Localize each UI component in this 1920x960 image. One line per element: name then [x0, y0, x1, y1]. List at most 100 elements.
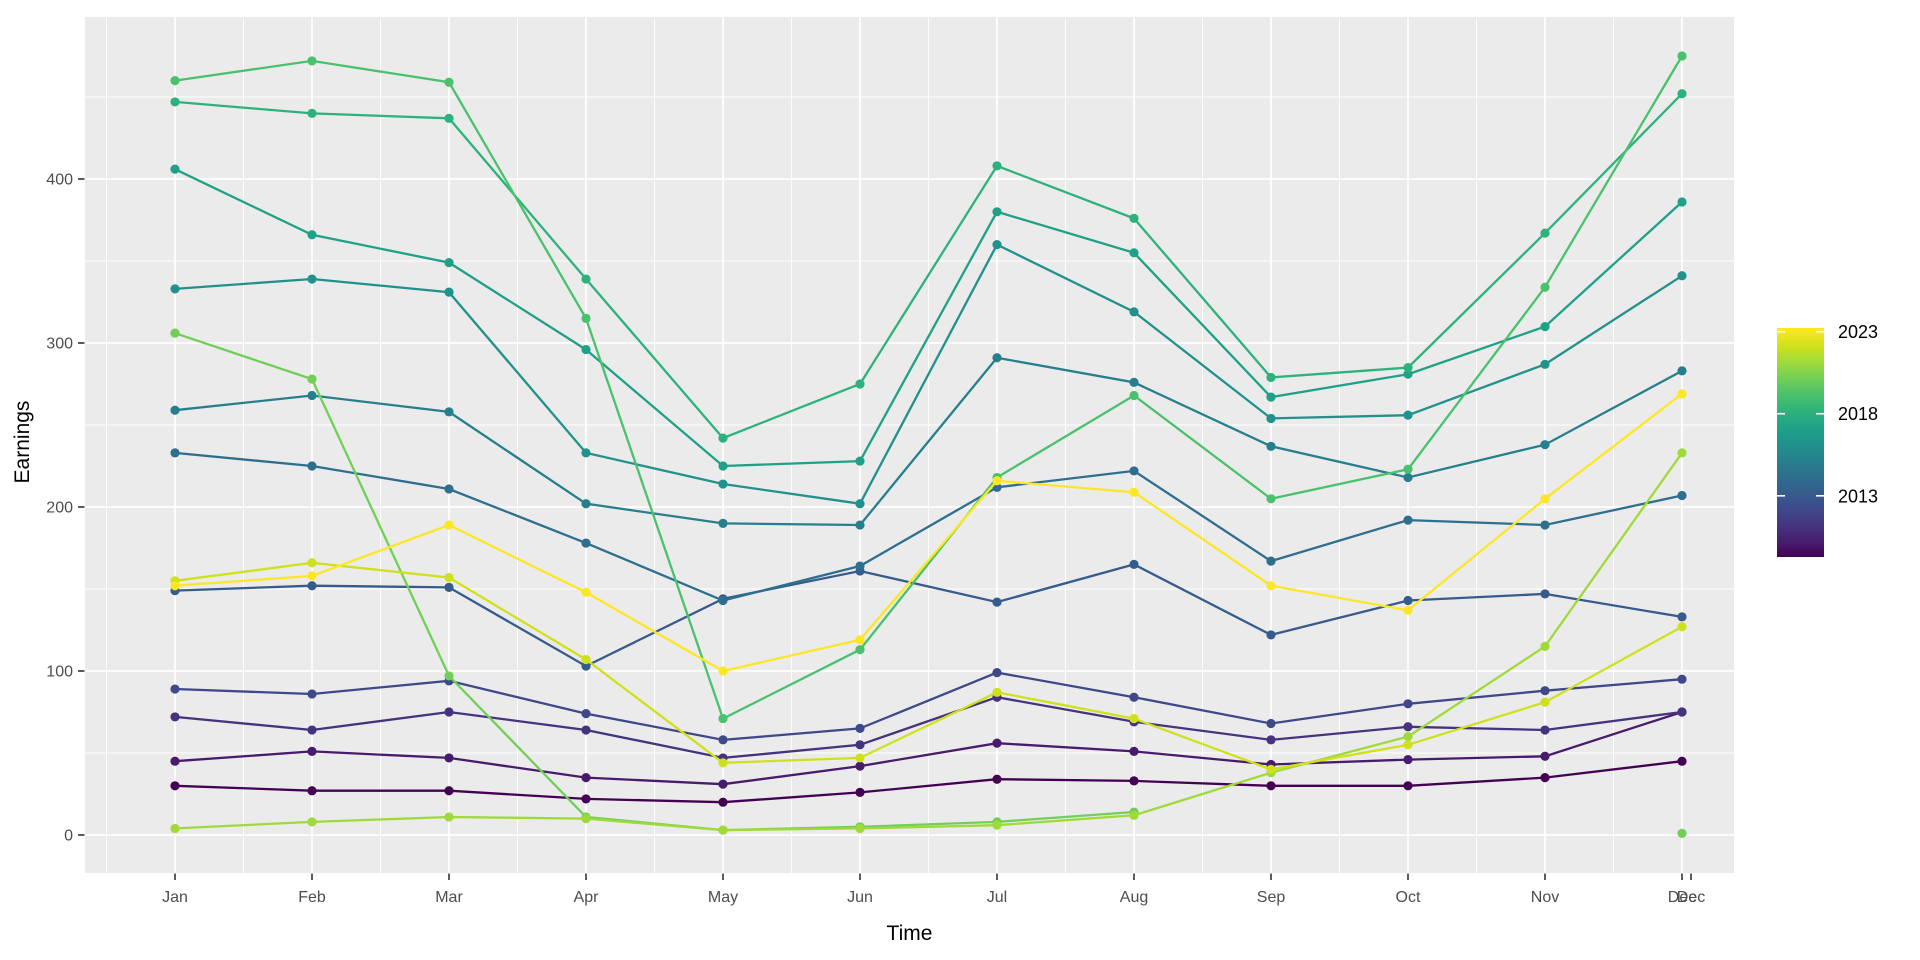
data-point-2014-Oct [1403, 515, 1413, 525]
data-point-2011-Mar [444, 707, 454, 717]
data-point-2015-Sep [1266, 441, 1276, 451]
data-point-2013-Jul [992, 597, 1002, 607]
data-point-2016-Apr [581, 448, 591, 458]
data-point-2022-Feb [307, 558, 317, 568]
data-point-2009-May [718, 797, 728, 807]
data-point-2017-Oct [1403, 369, 1413, 379]
data-point-2013-Apr [581, 661, 591, 671]
data-point-2017-Dec [1677, 197, 1687, 207]
y-axis-title: Earnings [11, 400, 34, 484]
data-point-2009-Oct [1403, 781, 1413, 791]
series-line-2018 [174, 92, 1683, 440]
data-point-2016-Oct [1403, 410, 1413, 420]
data-point-2021-Dec [1677, 448, 1687, 458]
data-point-2014-Jun [855, 561, 865, 571]
data-point-2015-Jan [170, 405, 180, 415]
data-point-2023-Mar [444, 520, 454, 530]
data-point-2020-Mar [444, 671, 454, 681]
data-point-2021-Aug [1129, 810, 1139, 820]
data-point-2016-Jun [855, 499, 865, 509]
data-point-2018-Apr [581, 274, 591, 284]
data-point-2013-Dec [1677, 612, 1687, 622]
data-point-2011-Sep [1266, 735, 1276, 745]
x-tick-label: Sep [1257, 889, 1286, 906]
data-point-2015-Nov [1540, 440, 1550, 450]
data-point-2020-Jan [170, 328, 180, 338]
data-point-2016-Jan [170, 284, 180, 294]
x-tick-label: Jan [162, 889, 188, 906]
data-point-2009-Aug [1129, 776, 1139, 786]
data-point-2016-Aug [1129, 307, 1139, 317]
data-point-2021-May [718, 825, 728, 835]
data-point-2021-Apr [581, 814, 591, 824]
y-tick-label: 400 [46, 172, 73, 189]
data-point-2019-Feb [307, 56, 317, 66]
data-point-2009-Jul [992, 774, 1002, 784]
data-point-2015-Oct [1403, 472, 1413, 483]
data-point-2013-Mar [444, 582, 454, 592]
data-point-2022-Dec [1677, 622, 1687, 632]
series-line-2014 [174, 451, 1683, 602]
x-tick-label-extra: Dec [1677, 889, 1705, 906]
data-point-2016-Dec [1677, 271, 1687, 281]
data-point-2010-May [718, 779, 728, 789]
data-point-2012-Jul [992, 668, 1002, 678]
data-point-2022-May [718, 758, 728, 768]
data-point-2023-May [718, 666, 728, 676]
data-point-2016-Mar [444, 287, 454, 297]
data-point-2012-Oct [1403, 699, 1413, 709]
data-point-2011-Oct [1403, 722, 1413, 732]
data-point-2011-Apr [581, 725, 591, 735]
data-point-2009-Mar [444, 786, 454, 796]
y-tick-label: 200 [46, 500, 73, 517]
data-point-2021-Oct [1403, 732, 1413, 742]
data-point-2018-Nov [1540, 228, 1550, 238]
legend-label-2013: 2013 [1838, 486, 1878, 506]
data-point-2017-Apr [581, 344, 591, 355]
data-point-2010-Feb [307, 746, 317, 756]
data-point-2010-Aug [1129, 746, 1139, 756]
plot-panel [85, 17, 1734, 873]
data-point-2023-Feb [307, 571, 317, 581]
data-point-2017-Jul [992, 207, 1002, 217]
data-point-2019-Dec [1677, 51, 1687, 61]
legend-label-2023: 2023 [1838, 322, 1878, 342]
data-point-2022-Oct [1403, 740, 1413, 750]
data-point-2023-Apr [581, 587, 591, 597]
data-point-2017-Nov [1540, 322, 1550, 332]
data-point-2013-Nov [1540, 589, 1550, 599]
x-axis-title: Time [886, 922, 933, 945]
data-point-2020-Dec [1677, 828, 1687, 838]
data-point-2015-Mar [444, 407, 454, 417]
data-point-2018-Jul [992, 161, 1002, 171]
data-point-2023-Sep [1266, 581, 1276, 591]
data-point-2023-Jul [992, 476, 1002, 486]
data-point-2014-Jan [170, 448, 180, 458]
data-point-2018-Oct [1403, 363, 1413, 373]
data-point-2018-Sep [1266, 372, 1276, 383]
data-point-2011-Jan [170, 712, 180, 722]
data-point-2011-Jun [855, 740, 865, 750]
data-point-2022-Sep [1266, 764, 1276, 775]
data-point-2015-Feb [307, 390, 317, 401]
data-point-2010-Jan [170, 756, 180, 766]
data-point-2011-Nov [1540, 725, 1550, 735]
data-point-2010-Mar [444, 753, 454, 763]
data-point-2014-May [718, 595, 728, 606]
data-point-2019-Apr [581, 313, 591, 323]
data-point-2019-May [718, 713, 728, 724]
data-point-2013-Oct [1403, 595, 1413, 606]
data-point-2013-Feb [307, 581, 317, 591]
data-point-2015-Jun [855, 520, 865, 530]
data-point-2023-Aug [1129, 487, 1139, 497]
data-point-2014-Feb [307, 461, 317, 471]
data-point-2015-Dec [1677, 366, 1687, 376]
data-point-2019-Nov [1540, 282, 1550, 292]
data-point-2012-Sep [1266, 718, 1276, 729]
series-line-2010 [174, 710, 1683, 786]
x-tick-label: May [708, 889, 738, 906]
data-point-2012-Jan [170, 684, 180, 694]
series-line-2013 [174, 563, 1683, 668]
